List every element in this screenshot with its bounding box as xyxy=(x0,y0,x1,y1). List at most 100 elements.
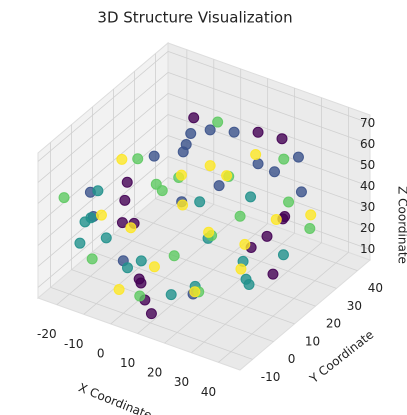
point xyxy=(145,308,157,320)
point xyxy=(95,209,107,221)
point xyxy=(58,192,70,204)
y-tick-label: -10 xyxy=(261,370,281,384)
point xyxy=(121,176,133,188)
chart-title: 3D Structure Visualization xyxy=(97,9,292,27)
z-tick-label: 50 xyxy=(360,158,375,172)
point xyxy=(252,158,264,170)
point xyxy=(203,226,215,238)
y-tick-label: 20 xyxy=(326,317,341,331)
grid-line xyxy=(83,204,215,315)
point xyxy=(213,180,225,192)
point xyxy=(267,268,279,280)
point xyxy=(175,169,187,181)
grid-line xyxy=(113,233,316,307)
z-axis-label: Z Coordinate xyxy=(396,186,407,264)
point xyxy=(188,112,200,124)
x-tick-label: 0 xyxy=(97,346,105,360)
grid-line xyxy=(71,269,274,342)
point xyxy=(121,262,133,274)
grid-line xyxy=(155,198,358,272)
grid-line xyxy=(37,93,169,204)
point xyxy=(276,133,288,145)
grid-line xyxy=(167,114,371,187)
grid-line xyxy=(218,252,349,363)
point xyxy=(133,273,145,285)
point xyxy=(204,160,216,172)
grid-line xyxy=(167,135,371,208)
pane-back xyxy=(167,42,371,261)
point xyxy=(221,170,233,182)
point xyxy=(100,232,112,244)
point xyxy=(243,279,255,291)
grid-line xyxy=(167,93,371,166)
grid-line xyxy=(37,114,169,225)
point xyxy=(119,194,131,206)
grid-line xyxy=(37,72,169,183)
point xyxy=(116,217,128,229)
point xyxy=(185,127,197,139)
point xyxy=(250,149,262,161)
point xyxy=(283,196,295,208)
point xyxy=(165,289,177,301)
point xyxy=(132,153,144,165)
point xyxy=(189,286,201,298)
x-tick-label: 20 xyxy=(147,366,162,380)
point xyxy=(261,230,273,242)
z-tick-label: 70 xyxy=(360,116,375,130)
x-tick-label: 10 xyxy=(120,356,135,370)
point xyxy=(292,151,304,163)
point xyxy=(252,126,264,138)
point xyxy=(116,153,128,165)
z-tick-label: 10 xyxy=(360,242,375,256)
x-tick-label: -10 xyxy=(64,337,84,351)
z-tick-label: 20 xyxy=(360,221,375,235)
point xyxy=(295,186,307,198)
point xyxy=(148,150,160,162)
point xyxy=(177,199,189,211)
x-tick-label: -20 xyxy=(37,327,57,341)
grid-line xyxy=(56,194,188,306)
point xyxy=(245,191,257,203)
point xyxy=(177,146,189,158)
grid-line xyxy=(167,177,371,250)
x-tick-label: 30 xyxy=(174,375,189,389)
z-tick-label: 40 xyxy=(360,179,375,193)
point xyxy=(278,153,290,165)
point xyxy=(150,178,162,190)
point xyxy=(113,284,125,296)
y-tick-label: 0 xyxy=(288,352,296,366)
point xyxy=(204,124,216,136)
point xyxy=(125,222,137,234)
point xyxy=(168,250,180,262)
point xyxy=(239,238,251,250)
grid-line xyxy=(167,156,371,229)
grid-line xyxy=(167,51,371,124)
x-tick-label: 40 xyxy=(201,385,216,399)
z-tick-label: 60 xyxy=(360,137,375,151)
y-tick-label: 10 xyxy=(305,334,320,348)
grid-line xyxy=(37,51,169,162)
point xyxy=(304,222,316,234)
point xyxy=(305,209,317,221)
point xyxy=(86,253,98,265)
grid-line xyxy=(134,216,337,289)
point xyxy=(74,237,86,249)
point xyxy=(277,249,289,261)
point xyxy=(270,213,282,225)
z-tick-label: 30 xyxy=(360,200,375,214)
point xyxy=(234,210,246,222)
point xyxy=(228,126,240,138)
point xyxy=(194,196,206,208)
x-axis-label: X Coordinate xyxy=(76,380,153,415)
point xyxy=(235,263,247,275)
grid-line xyxy=(191,242,322,354)
point xyxy=(135,255,147,267)
y-tick-label: 30 xyxy=(347,299,362,313)
point xyxy=(212,116,224,128)
grid-line xyxy=(167,72,371,145)
grid-line xyxy=(50,286,253,360)
point xyxy=(92,185,104,197)
point xyxy=(134,290,146,302)
grid-line xyxy=(164,232,295,344)
